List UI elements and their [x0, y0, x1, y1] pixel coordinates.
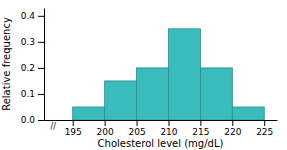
y-tick-mark: [38, 94, 44, 95]
bars: [73, 29, 265, 120]
x-tick-mark: [137, 120, 138, 126]
annotation: //: [51, 122, 57, 131]
x-tick-mark: [168, 120, 169, 126]
x-tick-mark: [105, 120, 106, 126]
x-tick-label: 220: [224, 127, 241, 137]
x-tick-mark: [200, 120, 201, 126]
x-tick-mark: [232, 120, 233, 126]
bar: [137, 68, 169, 120]
x-tick-label: 205: [128, 127, 145, 137]
bar: [168, 29, 200, 120]
y-tick: 0.0: [21, 115, 44, 125]
chart: 195 200 205 210 215 220 225 0.0 0.1 0.2 0.3 0.4 Chol…: [0, 0, 287, 150]
x-axis-title: Cholesterol level (mg/dL): [98, 138, 224, 149]
bar: [105, 81, 137, 120]
x-tick: 225: [256, 120, 273, 137]
y-tick-mark: [38, 42, 44, 43]
x-tick-label: 225: [256, 127, 273, 137]
bar: [200, 68, 232, 120]
y-tick: 0.1: [21, 89, 44, 99]
x-tick-mark: [73, 120, 74, 126]
x-tick: 220: [224, 120, 241, 137]
y-tick-label: 0.2: [21, 63, 35, 73]
y-tick-mark: [38, 16, 44, 17]
y-tick-label: 0.0: [21, 115, 36, 125]
y-tick-label: 0.1: [21, 89, 35, 99]
y-tick: 0.4: [21, 11, 44, 21]
x-tick-mark: [264, 120, 265, 126]
x-tick-label: 200: [97, 127, 114, 137]
y-axis: 0.0 0.1 0.2 0.3 0.4: [21, 9, 45, 126]
x-tick: 200: [97, 120, 114, 137]
x-tick: 215: [192, 120, 209, 137]
y-tick-label: 0.4: [21, 11, 36, 21]
plot: 195 200 205 210 215 220 225 0.0 0.1 0.2 0.3 0.4 Chol…: [1, 9, 278, 150]
y-tick-mark: [38, 120, 44, 121]
y-tick: 0.3: [21, 37, 44, 47]
x-tick-label: 195: [65, 127, 82, 137]
x-axis: 195 200 205 210 215 220 225: [45, 120, 278, 137]
bar: [73, 107, 105, 120]
x-tick: 195: [65, 120, 82, 137]
bar: [232, 107, 264, 120]
y-tick-mark: [38, 68, 44, 69]
x-axis-line: [45, 120, 278, 121]
x-tick-label: 215: [192, 127, 209, 137]
x-tick: 205: [128, 120, 145, 137]
y-axis-title: Relative frequency: [1, 17, 12, 111]
x-tick: 210: [160, 120, 177, 137]
y-tick: 0.2: [21, 63, 44, 73]
y-tick-label: 0.3: [21, 37, 35, 47]
y-axis-line: [44, 9, 45, 121]
x-tick-label: 210: [160, 127, 177, 137]
